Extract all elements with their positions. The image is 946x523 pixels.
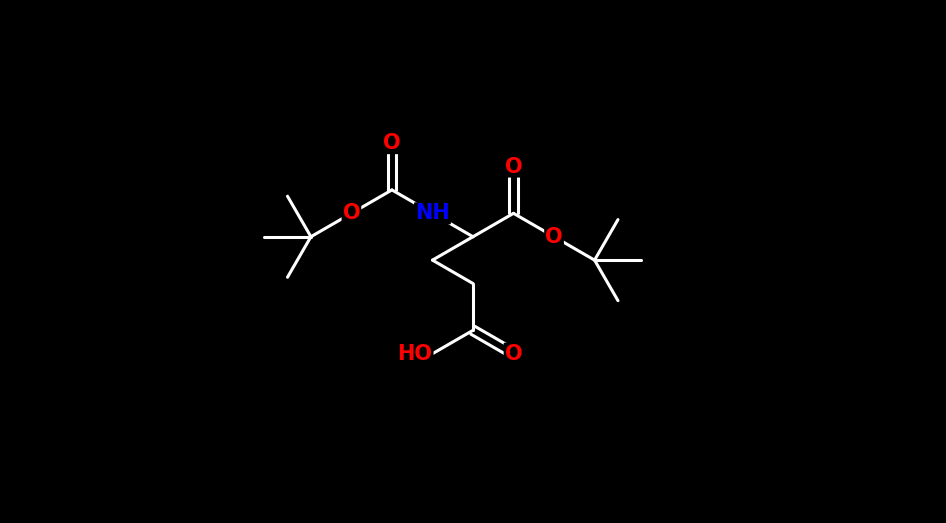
Text: O: O [383,133,401,153]
Text: NH: NH [415,203,450,223]
Text: O: O [342,203,360,223]
Text: O: O [505,344,522,363]
Text: O: O [505,156,522,177]
Text: HO: HO [397,344,432,363]
Text: O: O [545,227,563,247]
